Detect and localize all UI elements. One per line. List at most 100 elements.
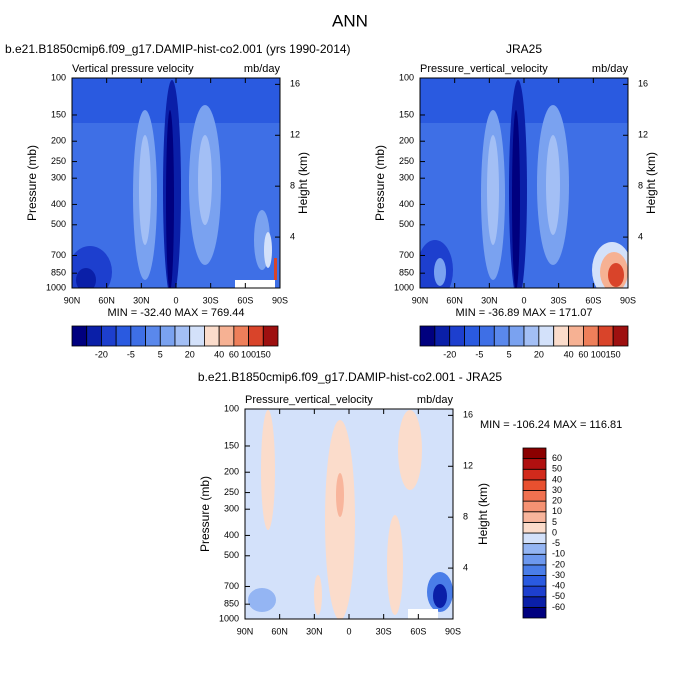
y2-tick-label: 12 [290, 130, 300, 140]
colorbar-box [522, 596, 547, 608]
colorbar-label: -5 [552, 538, 560, 548]
colorbar-label: 60 [229, 349, 239, 359]
x-tick-label: 0 [346, 626, 351, 636]
y-tick-label: 300 [224, 504, 239, 514]
y-tick-label: 150 [399, 109, 414, 119]
colorbar-label: 60 [552, 453, 562, 463]
y-tick-label: 250 [399, 156, 414, 166]
x-tick-label: 30S [551, 295, 567, 305]
left-string: Vertical pressure velocity [72, 63, 194, 75]
colorbar-box [434, 325, 451, 347]
colorbar-box [233, 325, 249, 347]
y-axis-label: Pressure (mb) [25, 145, 39, 221]
colorbar-box [522, 532, 547, 545]
colorbar-label: -20 [95, 349, 108, 359]
colorbar-label: 150 [606, 349, 621, 359]
x-tick-label: 60S [410, 626, 426, 636]
x-tick-label: 30N [306, 626, 323, 636]
y-tick-label: 850 [224, 599, 239, 609]
y-tick-label: 500 [224, 550, 239, 560]
colorbar-box [522, 575, 547, 587]
x-tick-label: 30S [203, 295, 219, 305]
colorbar-label: 20 [534, 349, 544, 359]
colorbar-box [204, 325, 220, 347]
colorbar-box [553, 325, 569, 347]
x-tick-label: 0 [173, 295, 178, 305]
annotation: MIN = -32.40 MAX = 769.44 [108, 307, 245, 319]
colorbar-label: 150 [256, 349, 271, 359]
colorbar-label: -60 [552, 602, 565, 612]
plot-frame [419, 77, 629, 289]
y2-tick-label: 16 [638, 79, 648, 89]
colorbar-box [464, 325, 480, 347]
x-tick-label: 60N [271, 626, 288, 636]
y2-tick-label: 12 [638, 130, 648, 140]
colorbar-label: -30 [552, 570, 565, 580]
right-string: mb/day [417, 394, 454, 406]
colorbar-box [597, 325, 614, 347]
annotation: MIN = -36.89 MAX = 171.07 [456, 307, 593, 319]
colorbar-label: 20 [552, 496, 562, 506]
x-tick-label: 90N [412, 295, 429, 305]
colorbar-label: -20 [443, 349, 456, 359]
colorbar-label: 30 [552, 485, 562, 495]
x-tick-label: 90S [272, 295, 288, 305]
colorbar-box [248, 325, 264, 347]
y2-tick-label: 12 [463, 461, 473, 471]
x-tick-label: 30N [133, 295, 150, 305]
x-tick-label: 90N [237, 626, 254, 636]
y2-tick-label: 8 [638, 181, 643, 191]
contour-field [420, 78, 628, 288]
colorbar-label: 5 [158, 349, 163, 359]
y-tick-label: 850 [399, 268, 414, 278]
colorbar-box [479, 325, 495, 347]
y2-tick-label: 4 [638, 231, 643, 241]
colorbar-box [159, 325, 176, 347]
colorbar-box [130, 325, 146, 347]
x-tick-label: 60S [585, 295, 601, 305]
y-tick-label: 300 [399, 173, 414, 183]
colorbar-label: -50 [552, 591, 565, 601]
colorbar-box [522, 543, 547, 555]
colorbar-label: 0 [552, 527, 557, 537]
plot-frame [244, 408, 454, 620]
colorbar-box [522, 468, 547, 481]
x-tick-label: 30S [376, 626, 392, 636]
y2-tick-label: 16 [463, 410, 473, 420]
colorbar-label: -40 [552, 581, 565, 591]
colorbar-label: 10 [552, 506, 562, 516]
y-tick-label: 200 [399, 136, 414, 146]
y2-tick-label: 4 [290, 231, 295, 241]
annotation: MIN = -106.24 MAX = 116.81 [480, 419, 622, 431]
colorbar-box [419, 325, 436, 347]
colorbar-label: -5 [475, 349, 483, 359]
colorbar-label: 5 [552, 517, 557, 527]
figure-title: ANN [332, 11, 368, 30]
colorbar-box [449, 325, 465, 347]
colorbar-box [218, 325, 235, 347]
colorbar-box [522, 479, 547, 491]
colorbar-box [522, 490, 547, 502]
colorbar-box [71, 325, 88, 347]
colorbar-box [568, 325, 584, 347]
y-tick-label: 400 [224, 530, 239, 540]
colorbar-label: 40 [552, 474, 562, 484]
y-tick-label: 500 [51, 219, 66, 229]
x-tick-label: 90N [64, 295, 81, 305]
y2-tick-label: 16 [290, 79, 300, 89]
y-axis-label: Pressure (mb) [373, 145, 387, 221]
x-tick-label: 90S [620, 295, 636, 305]
y-tick-label: 700 [224, 581, 239, 591]
left-string: Pressure_vertical_velocity [245, 394, 373, 406]
colorbar-box [522, 458, 547, 470]
y-tick-label: 1000 [394, 282, 414, 292]
colorbar-box [86, 325, 102, 347]
y-tick-label: 200 [51, 136, 66, 146]
y-tick-label: 100 [399, 72, 414, 82]
y-tick-label: 700 [399, 250, 414, 260]
panel-title: b.e21.B1850cmip6.f09_g17.DAMIP-hist-co2.… [198, 370, 502, 384]
colorbar-box [522, 500, 547, 513]
colorbar-box [612, 325, 629, 347]
colorbar-label: 100 [241, 349, 256, 359]
y-axis-label: Pressure (mb) [198, 476, 212, 552]
